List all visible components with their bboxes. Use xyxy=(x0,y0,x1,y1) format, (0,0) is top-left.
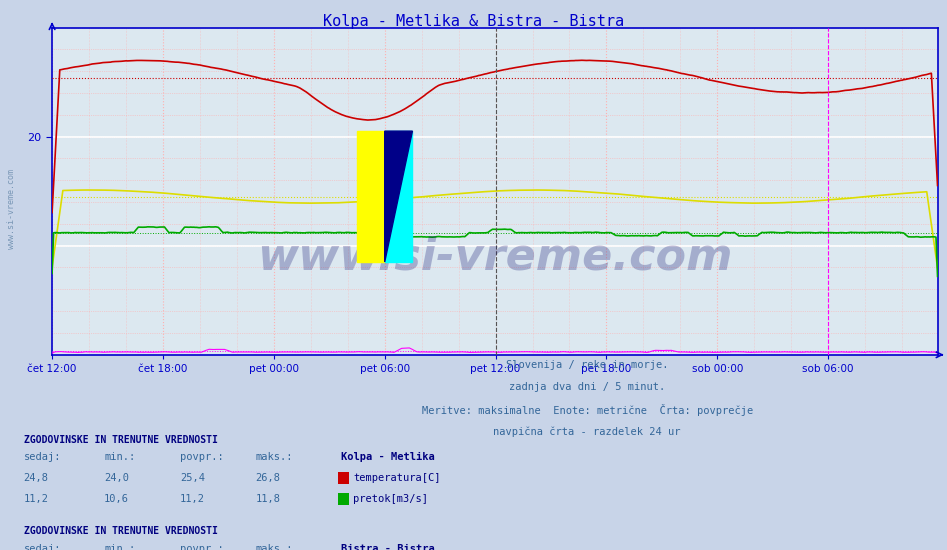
Text: sedaj:: sedaj: xyxy=(24,543,62,550)
Text: navpična črta - razdelek 24 ur: navpična črta - razdelek 24 ur xyxy=(493,426,681,437)
Text: min.:: min.: xyxy=(104,543,135,550)
Text: povpr.:: povpr.: xyxy=(180,452,223,463)
Text: 24,8: 24,8 xyxy=(24,473,48,483)
Text: maks.:: maks.: xyxy=(256,452,294,463)
Text: 25,4: 25,4 xyxy=(180,473,205,483)
Text: www.si-vreme.com: www.si-vreme.com xyxy=(7,169,16,249)
Text: Slovenija / reke in morje.: Slovenija / reke in morje. xyxy=(506,360,669,370)
Text: Bistra - Bistra: Bistra - Bistra xyxy=(341,543,435,550)
Text: 11,2: 11,2 xyxy=(24,494,48,504)
Text: 11,8: 11,8 xyxy=(256,494,280,504)
Text: zadnja dva dni / 5 minut.: zadnja dva dni / 5 minut. xyxy=(509,382,665,392)
Text: sedaj:: sedaj: xyxy=(24,452,62,463)
Text: 11,2: 11,2 xyxy=(180,494,205,504)
Text: Kolpa - Metlika: Kolpa - Metlika xyxy=(341,452,435,463)
Text: 24,0: 24,0 xyxy=(104,473,129,483)
Text: maks.:: maks.: xyxy=(256,543,294,550)
Text: povpr.:: povpr.: xyxy=(180,543,223,550)
Text: 10,6: 10,6 xyxy=(104,494,129,504)
Text: Kolpa - Metlika & Bistra - Bistra: Kolpa - Metlika & Bistra - Bistra xyxy=(323,14,624,29)
Text: temperatura[C]: temperatura[C] xyxy=(353,473,440,483)
Polygon shape xyxy=(384,131,413,262)
Text: ZGODOVINSKE IN TRENUTNE VREDNOSTI: ZGODOVINSKE IN TRENUTNE VREDNOSTI xyxy=(24,434,218,445)
Text: 26,8: 26,8 xyxy=(256,473,280,483)
Polygon shape xyxy=(357,131,384,262)
Text: ZGODOVINSKE IN TRENUTNE VREDNOSTI: ZGODOVINSKE IN TRENUTNE VREDNOSTI xyxy=(24,526,218,536)
Text: www.si-vreme.com: www.si-vreme.com xyxy=(257,235,733,278)
Text: Meritve: maksimalne  Enote: metrične  Črta: povprečje: Meritve: maksimalne Enote: metrične Črta… xyxy=(421,404,753,416)
Polygon shape xyxy=(384,131,413,262)
Text: pretok[m3/s]: pretok[m3/s] xyxy=(353,494,428,504)
Text: min.:: min.: xyxy=(104,452,135,463)
